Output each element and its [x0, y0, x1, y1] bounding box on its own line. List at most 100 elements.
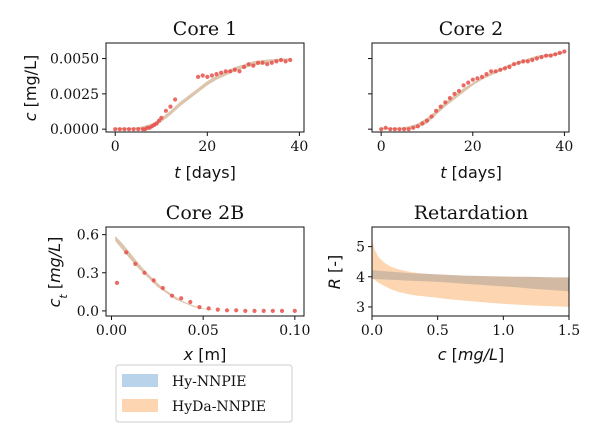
data-point — [479, 74, 485, 79]
data-point — [466, 80, 471, 85]
data-point — [292, 308, 297, 313]
data-point — [443, 100, 448, 105]
data-point — [117, 127, 122, 132]
data-point — [136, 127, 141, 132]
data-point — [223, 69, 228, 74]
data-point — [402, 127, 407, 132]
data-point — [493, 69, 498, 74]
x-tick-label: 20 — [198, 139, 216, 155]
prediction-band — [115, 235, 213, 311]
y-tick-label: 0.6 — [77, 228, 99, 244]
data-point — [243, 308, 248, 313]
data-point — [251, 63, 256, 68]
data-point — [228, 69, 233, 74]
data-point — [163, 108, 168, 113]
data-point — [224, 308, 230, 313]
data-point — [278, 57, 284, 63]
data-point — [219, 70, 224, 75]
y-tick-label: 0.0025 — [50, 87, 99, 103]
data-point — [461, 83, 466, 88]
data-point — [283, 59, 288, 64]
data-point — [232, 67, 237, 72]
legend-swatch-hy-nnpie — [122, 374, 158, 387]
data-point — [131, 127, 136, 132]
data-point — [388, 127, 393, 132]
data-point — [160, 285, 165, 291]
data-point — [206, 306, 211, 311]
data-point — [452, 91, 457, 96]
y-tick-label: 3 — [356, 300, 365, 316]
data-point — [122, 127, 127, 132]
data-point — [279, 308, 285, 313]
data-point — [246, 62, 251, 67]
data-point — [209, 73, 214, 78]
data-point — [288, 57, 293, 63]
data-point — [252, 308, 257, 313]
x-tick-label: 20 — [464, 139, 482, 155]
chart-title: Core 2 — [439, 18, 503, 40]
data-point — [274, 59, 279, 64]
y-tick-label: 4 — [356, 270, 365, 286]
prediction-band — [381, 51, 565, 130]
data-point — [544, 53, 549, 58]
data-point — [113, 127, 118, 132]
y-tick-label: 5 — [356, 240, 365, 256]
data-point — [484, 72, 489, 77]
y-tick-label: 0.0050 — [50, 52, 99, 68]
x-tick-label: 0.5 — [427, 323, 449, 339]
legend-label-hyda-nnpie: HyDa-NNPIE — [172, 399, 266, 415]
data-point — [456, 88, 462, 94]
data-point — [516, 60, 521, 65]
data-point — [237, 69, 242, 74]
legend-box — [115, 364, 293, 423]
chart-retardation: Retardation 0.0 0.5 1.0 1.5 3 4 5 R [-] c [mg/… — [325, 202, 580, 364]
chart-title: Core 2B — [166, 202, 244, 224]
data-point — [511, 62, 517, 67]
data-point — [562, 49, 567, 54]
x-tick-label: 0.0 — [361, 323, 383, 339]
band-hyda-nnpie — [372, 239, 569, 307]
data-point — [553, 52, 558, 57]
prediction-band — [115, 58, 291, 130]
x-tick-label: 0.10 — [279, 323, 310, 339]
data-point — [196, 74, 201, 79]
x-tick-label: 0 — [111, 139, 120, 155]
y-axis-label: R [-] — [325, 255, 344, 289]
data-point — [534, 56, 540, 61]
x-axis-label: t [days] — [440, 163, 502, 182]
data-point — [205, 74, 210, 79]
x-tick-label: 40 — [290, 139, 308, 155]
data-point — [406, 127, 411, 132]
plot-frame — [105, 42, 305, 133]
data-point — [179, 296, 184, 301]
y-tick-label: 0.3 — [77, 266, 99, 282]
data-point — [507, 64, 512, 70]
data-point — [269, 60, 274, 65]
data-point — [265, 62, 270, 67]
data-point — [133, 261, 138, 266]
data-point — [169, 293, 175, 298]
chart-title: Retardation — [414, 202, 528, 224]
chart-title: Core 1 — [173, 18, 237, 40]
data-point — [156, 118, 162, 123]
data-point — [429, 114, 434, 119]
y-axis-label: c [mg/L] — [21, 55, 40, 121]
data-point — [489, 69, 494, 74]
data-point — [159, 115, 164, 120]
data-point — [270, 308, 275, 313]
data-point — [154, 121, 159, 126]
data-point — [255, 60, 261, 65]
y-tick-label: 0.0000 — [50, 122, 99, 138]
y-axis-label: ct [mg/L] — [45, 237, 70, 308]
data-point — [242, 64, 247, 70]
data-point — [447, 96, 452, 101]
x-axis-label: t [days] — [174, 163, 236, 182]
data-point — [424, 118, 430, 123]
data-point — [525, 59, 530, 64]
data-point — [383, 125, 388, 130]
data-point — [197, 305, 202, 310]
data-point — [126, 127, 132, 132]
data-point — [475, 76, 480, 81]
data-point — [420, 121, 425, 126]
